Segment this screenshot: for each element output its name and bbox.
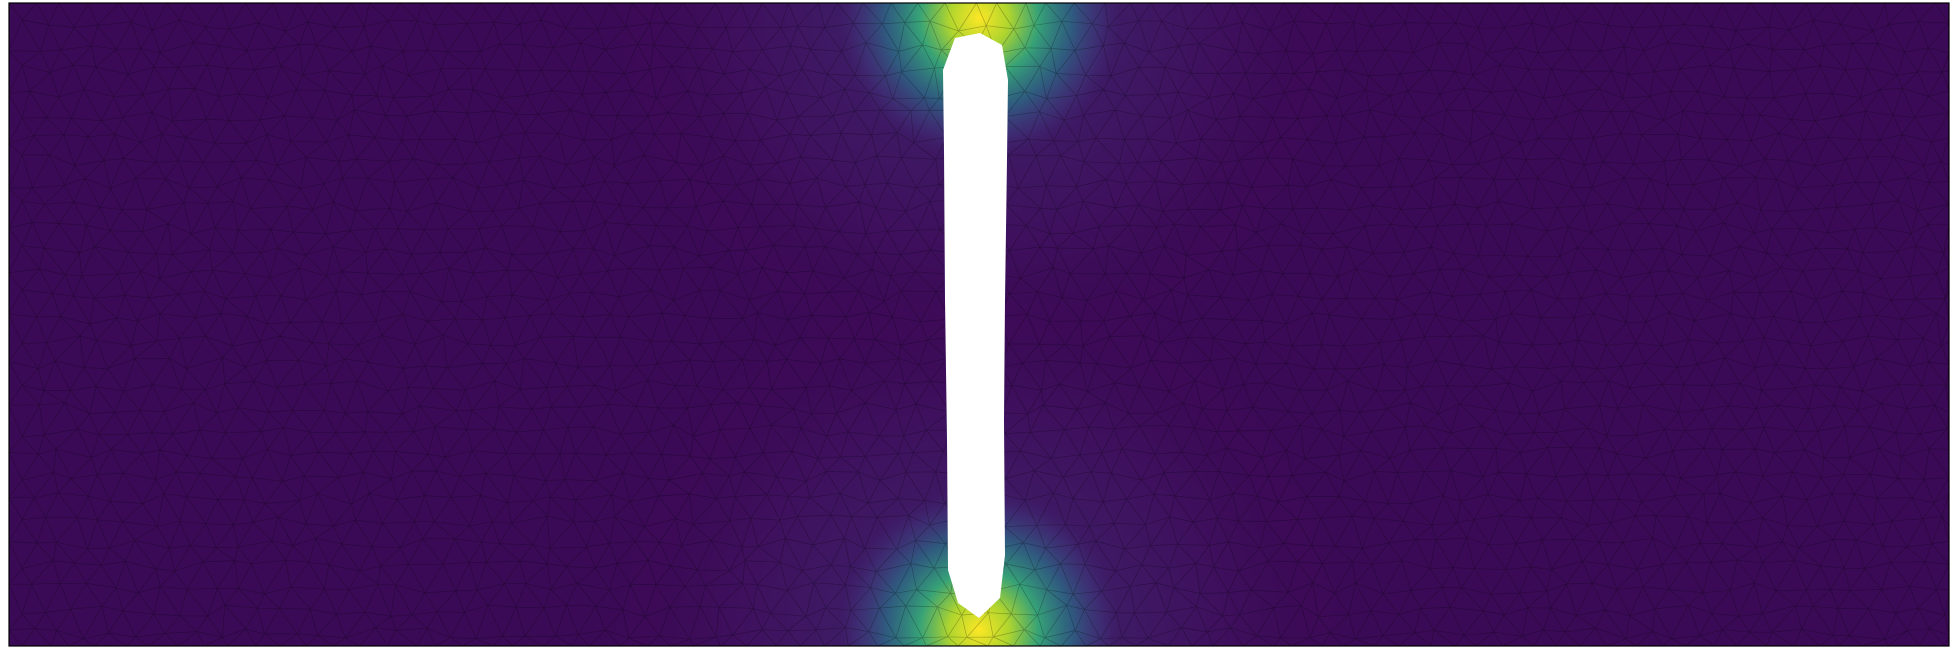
domain-border <box>8 2 1950 647</box>
triangle-mesh <box>9 3 1949 646</box>
mesh-edges <box>9 3 1949 646</box>
slot-hole <box>943 33 1008 618</box>
